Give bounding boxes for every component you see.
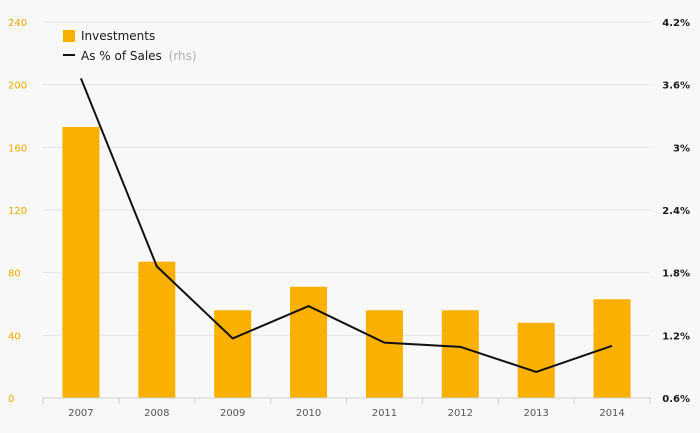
x-tick-label-2012: 2012 xyxy=(448,408,473,419)
x-tick-label-2008: 2008 xyxy=(144,408,169,419)
bar-2012 xyxy=(441,310,479,398)
right-tick-label-1.2%: 1.2% xyxy=(662,331,690,342)
bar-2013 xyxy=(517,322,555,398)
left-tick-label-80: 80 xyxy=(8,269,21,280)
bar-2009 xyxy=(214,310,252,398)
bar-2011 xyxy=(365,310,403,398)
legend-label-percent-of-sales-name: As % of Sales xyxy=(81,49,162,63)
x-tick-label-2010: 2010 xyxy=(296,408,321,419)
right-tick-label-3%: 3% xyxy=(673,143,690,154)
bar-series-investments xyxy=(62,126,631,398)
right-tick-label-1.8%: 1.8% xyxy=(662,269,690,280)
left-tick-label-120: 120 xyxy=(8,206,27,217)
x-tick-label-2009: 2009 xyxy=(220,408,245,419)
x-tick-label-2007: 2007 xyxy=(68,408,93,419)
right-tick-label-2.4%: 2.4% xyxy=(662,206,690,217)
line-series-percent-of-sales xyxy=(80,78,613,373)
left-tick-label-40: 40 xyxy=(8,331,21,342)
right-axis-ticks: 0.6% 1.2% 1.8% 2.4% 3% 3.6% 4.2% xyxy=(662,18,690,405)
left-tick-label-200: 200 xyxy=(8,81,27,92)
x-tick-label-2014: 2014 xyxy=(599,408,624,419)
x-tick-label-2011: 2011 xyxy=(372,408,397,419)
bar-2007 xyxy=(62,126,100,398)
right-tick-label-3.6%: 3.6% xyxy=(662,81,690,92)
bar-2014 xyxy=(593,299,631,398)
x-tick-label-2013: 2013 xyxy=(523,408,548,419)
left-tick-label-240: 240 xyxy=(8,18,27,29)
left-axis-ticks: 0 40 80 120 160 200 240 xyxy=(8,18,27,405)
left-tick-label-160: 160 xyxy=(8,143,27,154)
legend-swatch-investments xyxy=(63,30,75,42)
bar-2010 xyxy=(290,286,328,398)
legend-label-investments: Investments xyxy=(81,29,155,43)
legend-label-rhs-note: (rhs) xyxy=(169,49,197,63)
left-tick-label-0: 0 xyxy=(8,394,14,405)
right-tick-label-4.2%: 4.2% xyxy=(662,18,690,29)
gridlines xyxy=(43,21,650,336)
legend: Investments As % of Sales (rhs) xyxy=(63,29,197,63)
bar-2008 xyxy=(138,261,176,398)
legend-label-percent-of-sales: As % of Sales (rhs) xyxy=(81,49,197,63)
x-axis-ticks: 2007 2008 2009 2010 2011 2012 2013 2014 xyxy=(42,398,651,419)
right-tick-label-0.6%: 0.6% xyxy=(662,394,690,405)
